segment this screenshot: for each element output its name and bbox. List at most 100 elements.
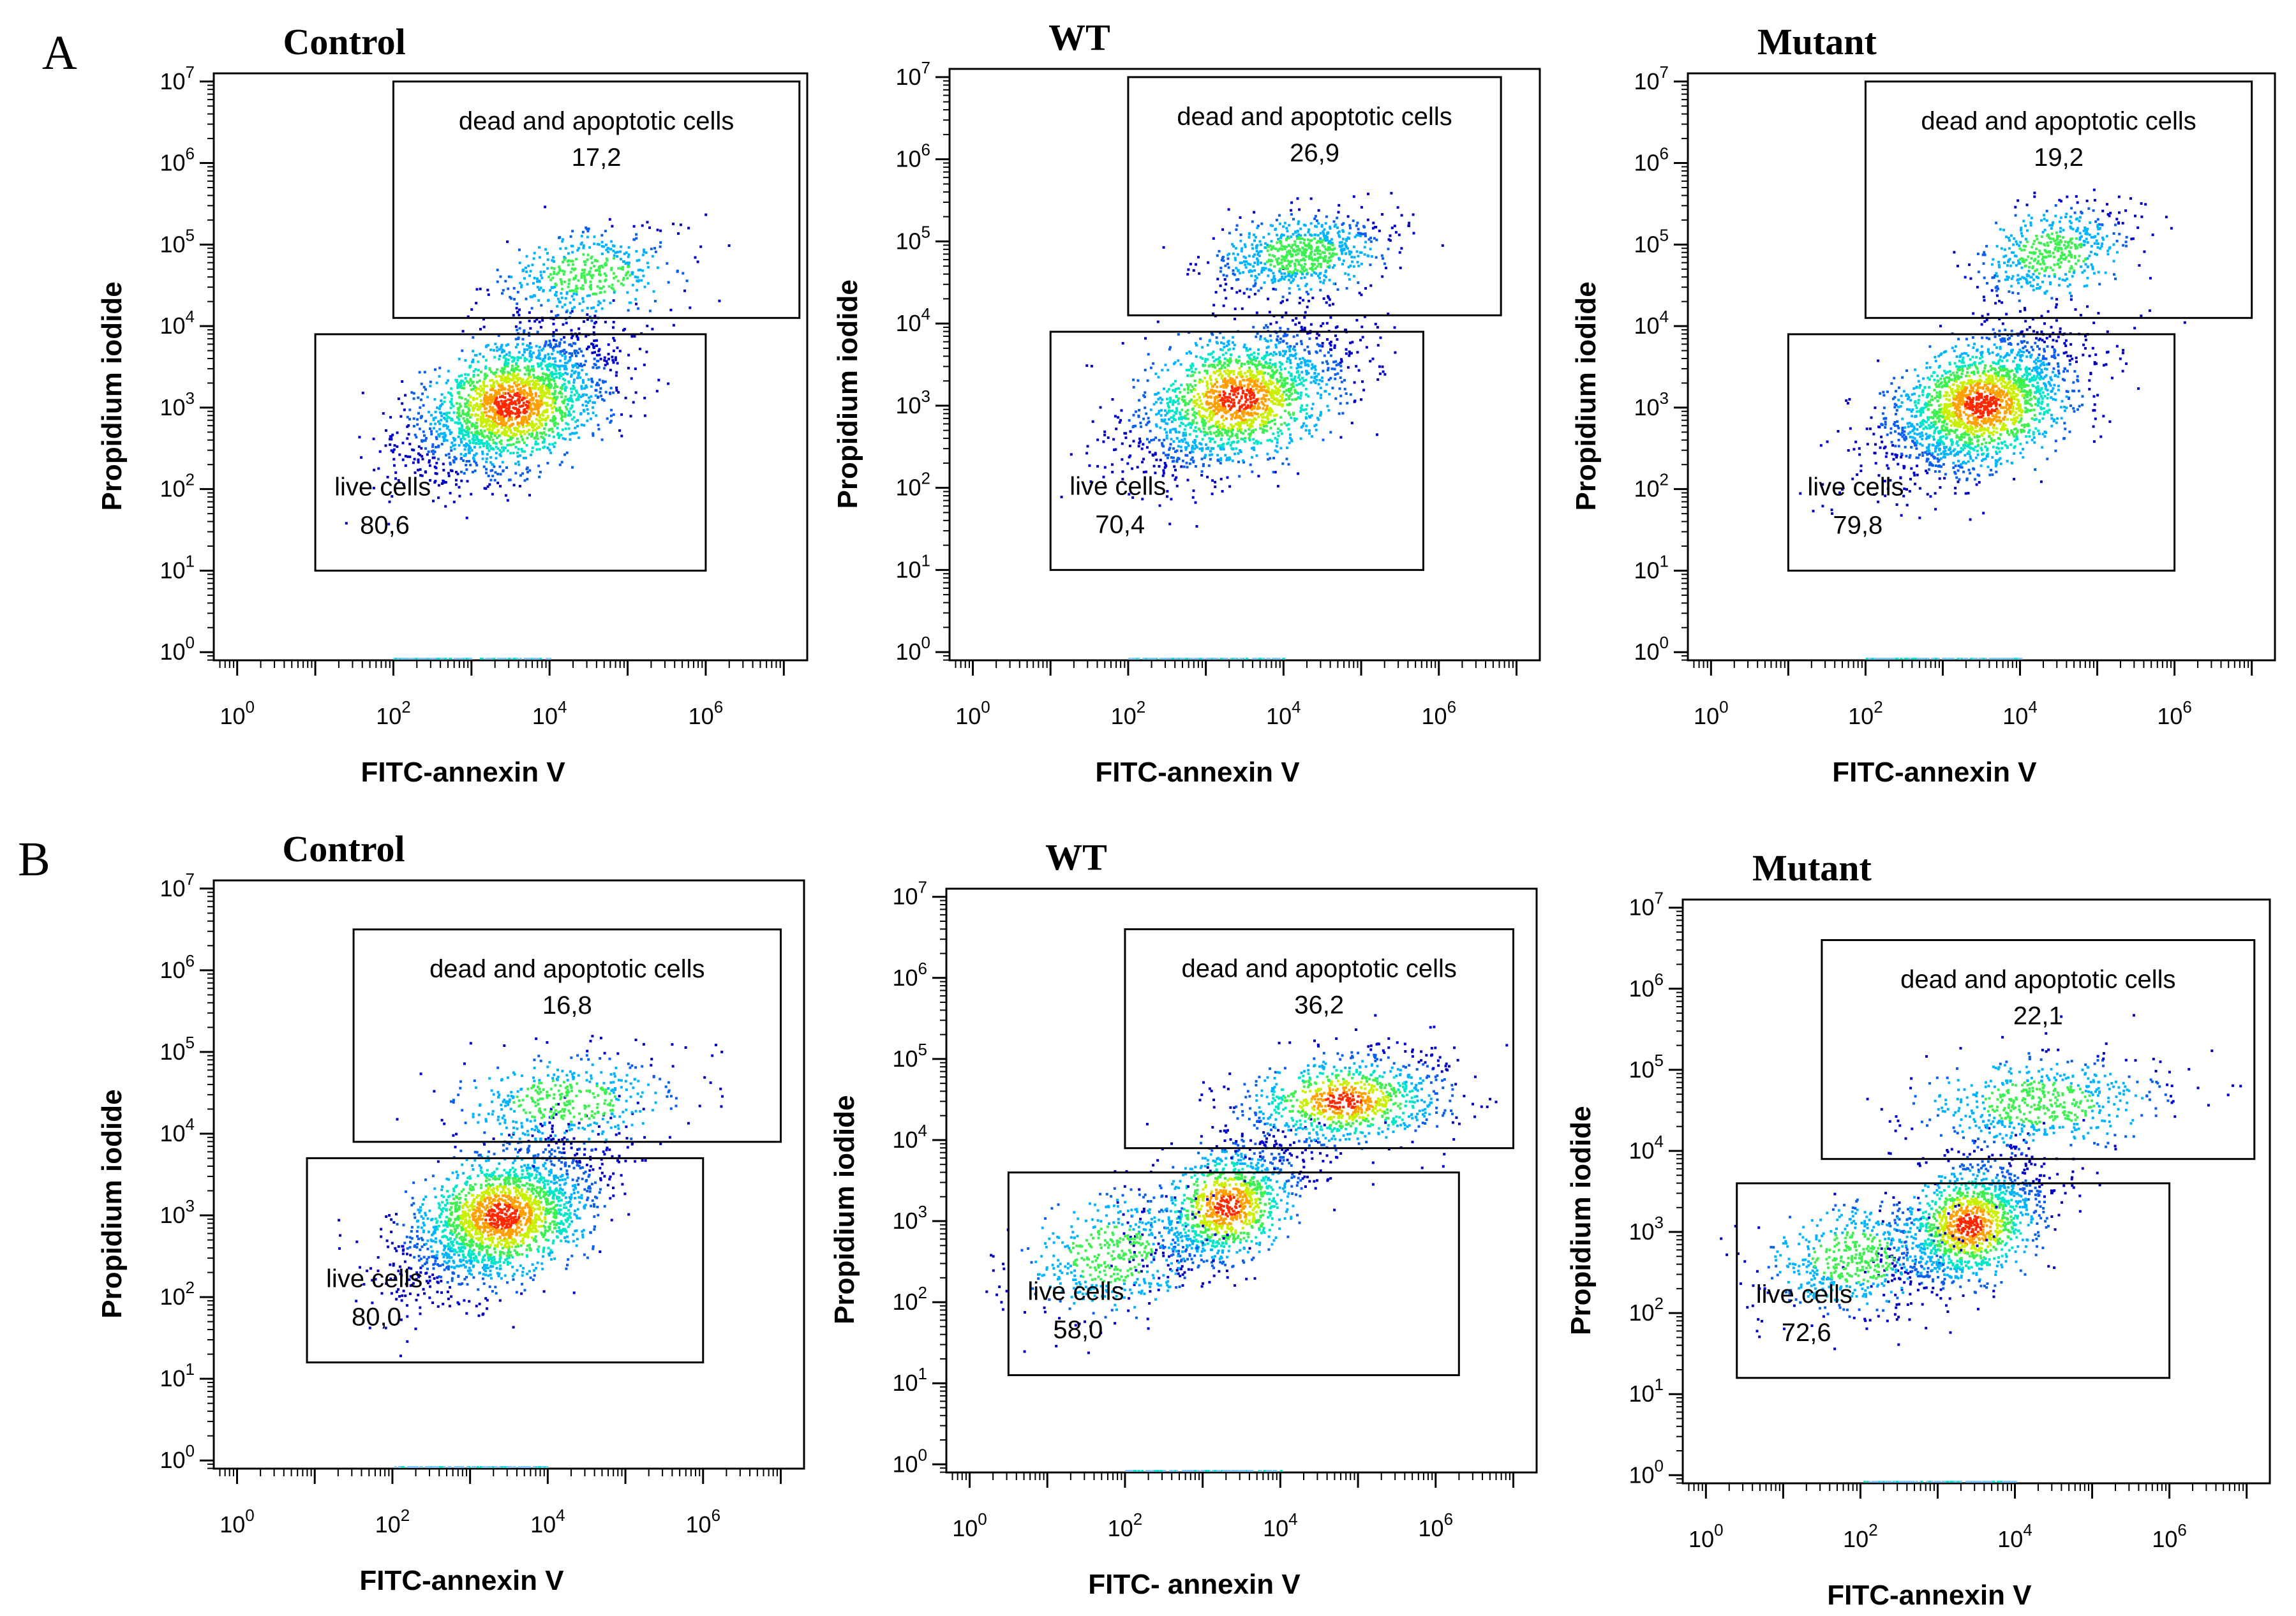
event-dot (1288, 388, 1290, 390)
event-dot (564, 355, 567, 359)
event-dot (1332, 282, 1336, 285)
gate-rectangle[interactable] (314, 333, 707, 572)
event-dot (519, 658, 522, 660)
event-dot (552, 357, 555, 360)
event-dot (1182, 399, 1185, 403)
event-dot (539, 431, 542, 434)
event-dot (555, 376, 558, 379)
event-dot (411, 448, 414, 451)
event-dot (1205, 384, 1209, 387)
event-dot (1264, 360, 1267, 364)
event-dot (482, 387, 485, 390)
event-dot (495, 413, 498, 416)
event-dot (468, 445, 471, 448)
event-dot (1242, 415, 1245, 418)
event-dot (1114, 448, 1117, 451)
event-dot (514, 337, 518, 341)
event-dot (445, 414, 448, 417)
event-dot (504, 410, 507, 412)
event-dot (545, 387, 548, 390)
event-dot (1226, 363, 1230, 366)
event-dot (592, 345, 595, 348)
event-dot (571, 334, 574, 337)
event-dot (1315, 351, 1318, 354)
event-dot (1334, 373, 1337, 376)
event-dot (1185, 369, 1188, 372)
event-dot (1251, 414, 1254, 417)
event-dot (1267, 390, 1270, 394)
event-dot (1308, 352, 1311, 355)
event-dot (571, 260, 574, 263)
event-dot (1269, 438, 1272, 441)
event-dot (1313, 372, 1316, 375)
event-dot (586, 313, 589, 316)
event-dot (594, 269, 597, 272)
event-dot (1292, 413, 1295, 416)
event-dot (565, 422, 568, 425)
event-dot (1217, 434, 1220, 437)
event-dot (499, 275, 502, 278)
event-dot (495, 403, 498, 406)
event-dot (1217, 408, 1220, 411)
event-dot (1185, 352, 1188, 355)
event-dot (495, 346, 498, 349)
gate-rectangle[interactable] (392, 80, 801, 319)
event-dot (471, 382, 474, 385)
event-dot (565, 451, 569, 454)
event-dot (478, 407, 481, 410)
event-dot (551, 420, 555, 423)
event-dot (1355, 318, 1359, 322)
event-dot (1253, 441, 1256, 445)
event-dot (540, 377, 544, 380)
event-dot (1275, 445, 1278, 448)
event-dot (588, 315, 592, 318)
event-dot (1224, 431, 1227, 434)
event-dot (485, 658, 488, 660)
event-dot (525, 358, 528, 361)
event-dot (581, 369, 584, 372)
event-dot (504, 360, 507, 363)
event-dot (467, 413, 470, 416)
event-dot (1154, 436, 1158, 440)
event-dot (493, 396, 496, 399)
event-dot (1239, 371, 1242, 374)
event-dot (1293, 391, 1297, 394)
event-dot (604, 274, 608, 278)
y-tick-label: 105 (160, 225, 195, 257)
event-dot (1249, 404, 1253, 408)
event-dot (1200, 473, 1204, 477)
event-dot (1393, 326, 1396, 329)
event-dot (565, 310, 568, 313)
event-dot (572, 385, 575, 387)
event-dot (1193, 371, 1196, 374)
event-dot (556, 364, 560, 367)
event-dot (676, 269, 679, 272)
event-dot (458, 411, 461, 415)
event-dot (481, 434, 484, 438)
event-dot (1198, 380, 1201, 383)
event-dot (547, 344, 550, 346)
event-dot (1366, 254, 1369, 257)
event-dot (442, 463, 445, 466)
event-dot (578, 394, 581, 397)
event-dot (1244, 407, 1248, 410)
event-dot (590, 319, 593, 322)
event-dot (465, 460, 468, 463)
event-dot (432, 452, 435, 456)
event-dot (406, 455, 410, 458)
event-dot (1247, 412, 1250, 415)
event-dot (1240, 431, 1242, 434)
event-dot (513, 434, 516, 437)
event-dot (1230, 401, 1233, 404)
event-dot (1143, 396, 1146, 399)
event-dot (1257, 406, 1260, 410)
event-dot (1267, 372, 1270, 375)
event-dot (613, 277, 616, 280)
event-dot (1206, 343, 1209, 346)
event-dot (500, 418, 503, 421)
event-dot (463, 429, 465, 432)
event-dot (1264, 408, 1267, 411)
event-dot (391, 495, 394, 498)
